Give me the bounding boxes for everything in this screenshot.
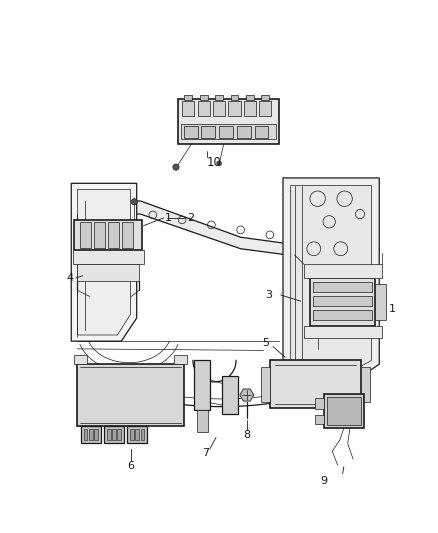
Bar (261, 95, 269, 100)
Bar (184, 95, 192, 100)
Bar (94, 429, 98, 440)
Bar (213, 101, 225, 116)
Bar (94, 222, 105, 248)
Text: 10: 10 (207, 156, 222, 169)
Circle shape (217, 161, 221, 166)
Bar (375, 284, 386, 320)
Bar (254, 126, 268, 138)
Bar (73, 251, 144, 264)
Polygon shape (291, 185, 371, 372)
Bar (261, 367, 270, 402)
Bar (310, 278, 375, 326)
Text: 7: 7 (202, 448, 209, 458)
Bar (107, 429, 110, 440)
Bar (89, 429, 93, 440)
Bar (198, 101, 210, 116)
Bar (78, 264, 139, 281)
Bar (81, 222, 91, 248)
Bar (74, 220, 142, 251)
Text: 9: 9 (321, 475, 328, 486)
Bar (222, 376, 237, 414)
Bar (184, 126, 198, 138)
Bar (81, 426, 100, 443)
Bar (313, 296, 372, 306)
Bar (304, 264, 381, 278)
Bar (78, 364, 184, 426)
Bar (361, 367, 370, 402)
Bar (174, 355, 187, 364)
Polygon shape (78, 189, 131, 335)
Bar (231, 95, 238, 100)
Bar (104, 426, 124, 443)
Bar (197, 410, 208, 432)
Bar (246, 95, 254, 100)
Bar (194, 360, 210, 410)
Bar (117, 429, 121, 440)
Text: 8: 8 (244, 430, 251, 440)
Bar (270, 360, 361, 408)
Bar (200, 95, 208, 100)
Bar (314, 398, 324, 409)
Bar (130, 429, 134, 440)
Bar (182, 101, 194, 116)
Bar (201, 126, 215, 138)
Bar (84, 429, 88, 440)
Bar (112, 429, 116, 440)
Bar (324, 393, 364, 428)
Bar (304, 326, 381, 338)
Text: 4: 4 (67, 273, 74, 283)
Bar (215, 95, 223, 100)
Circle shape (131, 199, 138, 205)
Text: 5: 5 (262, 338, 269, 349)
Polygon shape (78, 201, 370, 265)
Bar (237, 126, 251, 138)
Bar (74, 355, 87, 364)
Bar (228, 101, 240, 116)
Bar (313, 282, 372, 292)
Bar (259, 101, 272, 116)
Bar (313, 310, 372, 320)
Bar (122, 222, 133, 248)
Polygon shape (240, 389, 254, 401)
Bar (127, 426, 147, 443)
Bar (219, 126, 233, 138)
Bar (108, 222, 119, 248)
Text: 2: 2 (187, 213, 194, 223)
Text: 3: 3 (265, 290, 272, 300)
Bar (141, 429, 145, 440)
Bar (177, 99, 279, 144)
Polygon shape (71, 183, 137, 341)
Polygon shape (283, 178, 379, 379)
Bar (135, 429, 139, 440)
Circle shape (173, 164, 179, 170)
Bar (180, 124, 276, 140)
Bar (314, 415, 324, 424)
Text: 6: 6 (127, 461, 134, 471)
Text: 1: 1 (389, 304, 396, 314)
Text: 1: 1 (165, 213, 172, 223)
Bar (327, 397, 361, 425)
Bar (244, 101, 256, 116)
